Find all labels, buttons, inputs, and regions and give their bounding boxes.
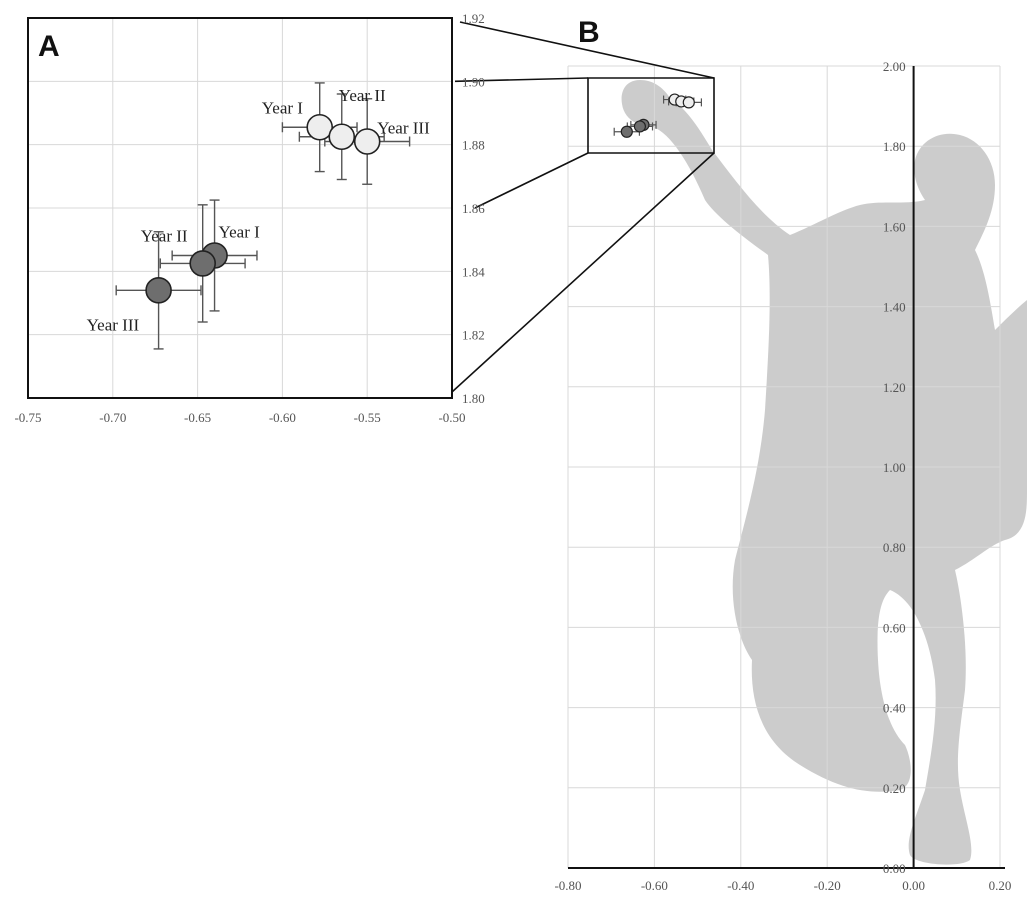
panel-b-y-tick-label: 0.20 xyxy=(883,781,906,796)
panel-a-x-tick-label: -0.60 xyxy=(269,410,296,425)
panel-a-y-tick-label: 1.92 xyxy=(462,11,485,26)
zoom-connector-line xyxy=(459,21,715,79)
panel-b-y-tick-label: 1.40 xyxy=(883,300,906,315)
panel-b-y-tick-label: 0.60 xyxy=(883,620,906,635)
point-label: Year II xyxy=(339,86,386,105)
point-label: Year I xyxy=(219,223,261,242)
light-data-point xyxy=(682,96,695,109)
panel-a-y-tick-label: 1.82 xyxy=(462,328,485,343)
point-label: Year III xyxy=(87,315,140,334)
panel-b-markers xyxy=(613,93,703,138)
panel-a-y-tick-label: 1.90 xyxy=(462,74,485,89)
panel-b-y-tick-label: 0.40 xyxy=(883,701,906,716)
zoom-connector-line xyxy=(451,152,715,393)
panel-a: Year I Year II Year III Year I Year II Year I… xyxy=(14,11,485,425)
panel-a-y-tick-label: 1.86 xyxy=(462,201,485,216)
panel-b-x-tick-label: -0.60 xyxy=(641,878,668,893)
zoom-connector-line xyxy=(454,77,589,83)
zoom-connector-line xyxy=(474,152,589,209)
panel-b-x-tick-label: -0.40 xyxy=(727,878,754,893)
panel-a-frame xyxy=(27,17,453,399)
panel-a-tick-labels: -0.75 -0.70 -0.65 -0.60 -0.55 -0.50 1.80 1.82 1.… xyxy=(14,11,485,425)
panel-b-x-tick-label: -0.20 xyxy=(814,878,841,893)
panel-b-y-tick-label: 2.00 xyxy=(883,59,906,74)
pitcher-silhouette-image xyxy=(621,80,1027,865)
light-data-point xyxy=(328,123,356,151)
panel-b: B -0.80 -0.60 -0.40 -0.20 0.00 0.20 0.00 0.20 0.… xyxy=(554,16,1027,893)
panel-a-y-tick-label: 1.84 xyxy=(462,264,485,279)
point-label: Year I xyxy=(262,98,304,117)
panel-b-y-tick-label: 1.60 xyxy=(883,219,906,234)
dark-data-point xyxy=(145,277,172,304)
dark-data-point xyxy=(620,125,633,138)
zoom-connector-lines xyxy=(451,21,715,393)
point-label: Year II xyxy=(141,226,188,245)
panel-a-y-tick-label: 1.80 xyxy=(462,391,485,406)
light-data-point xyxy=(353,128,381,155)
panel-a-x-tick-label: -0.75 xyxy=(14,410,41,425)
panel-a-x-tick-label: -0.55 xyxy=(354,410,381,425)
dark-data-point xyxy=(633,120,647,133)
panel-b-x-tick-label: -0.80 xyxy=(554,878,581,893)
panel-b-y-tick-label: 0.00 xyxy=(883,861,906,876)
panel-b-x-tick-label: 0.20 xyxy=(989,878,1012,893)
dark-data-point xyxy=(189,250,216,277)
panel-b-axes xyxy=(568,66,1005,869)
panel-a-point-labels: Year I Year II Year III Year I Year II Year I… xyxy=(87,86,431,335)
point-label: Year III xyxy=(377,119,430,138)
panel-a-x-tick-label: -0.70 xyxy=(99,410,126,425)
panel-b-y-tick-label: 0.80 xyxy=(883,540,906,555)
panel-a-x-tick-label: -0.50 xyxy=(438,410,465,425)
panel-letter-a: A xyxy=(38,30,60,63)
panel-a-x-tick-label: -0.65 xyxy=(184,410,211,425)
panel-b-y-tick-label: 1.20 xyxy=(883,380,906,395)
panel-b-x-tick-label: 0.00 xyxy=(902,878,925,893)
light-data-point xyxy=(306,113,334,141)
panel-b-tick-labels: -0.80 -0.60 -0.40 -0.20 0.00 0.20 0.00 0.20 0.40… xyxy=(554,59,1011,893)
panel-a-markers xyxy=(145,113,381,304)
panel-b-y-tick-label: 1.80 xyxy=(883,139,906,154)
panel-a-y-tick-label: 1.88 xyxy=(462,138,485,153)
panel-letter-b: B xyxy=(578,16,600,49)
panel-b-y-tick-label: 1.00 xyxy=(883,460,906,475)
